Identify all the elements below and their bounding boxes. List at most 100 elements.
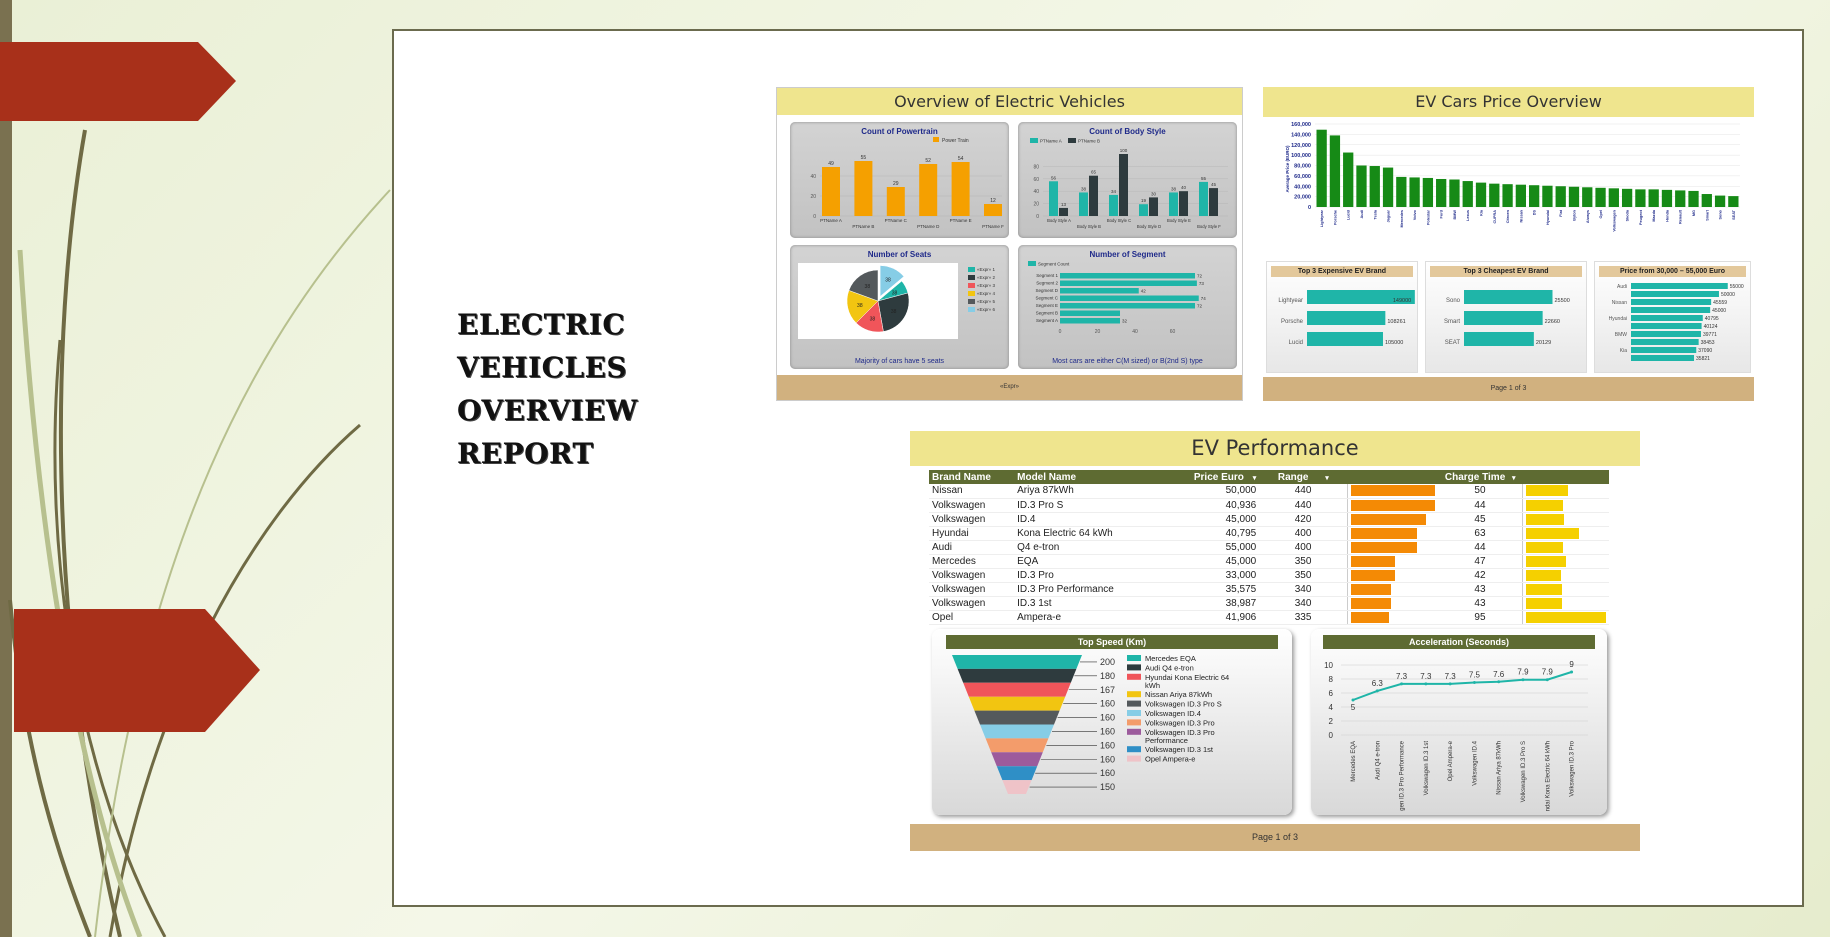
data-label: 7.3 (1445, 672, 1457, 681)
data-label: 72 (1197, 304, 1203, 309)
bar (1529, 185, 1540, 207)
col-header-model[interactable]: Model Name (1014, 470, 1171, 484)
range-bar (1350, 583, 1391, 595)
bar (984, 204, 1002, 216)
bar-series-b (1209, 188, 1218, 216)
x-tick-label: Citroen (1506, 209, 1510, 223)
data-label: 7.9 (1542, 668, 1554, 677)
data-label: 38453 (1701, 340, 1715, 346)
y-tick-label: Segment C (1035, 296, 1058, 301)
col-header-brand[interactable]: Brand Name (929, 470, 1015, 484)
cell-range: 440 (1259, 484, 1348, 499)
data-label: 160 (1100, 740, 1115, 750)
range-bar (1350, 513, 1427, 525)
data-point (1375, 689, 1379, 693)
x-tick-label: Renault (1679, 209, 1683, 224)
bar (886, 187, 905, 216)
legend-label: Mercedes EQA (1145, 654, 1196, 663)
y-tick-label: BMW (1615, 332, 1628, 338)
bar (1060, 280, 1197, 286)
data-label: 73 (1199, 281, 1205, 286)
report-title-line: REPORT (457, 437, 594, 470)
data-label: 7.3 (1420, 672, 1432, 681)
cell-charge: 50 (1437, 484, 1523, 499)
data-label: 180 (1100, 671, 1115, 681)
y-tick-label: 60 (1033, 177, 1039, 183)
funnel-segment (996, 766, 1038, 781)
bar (1542, 185, 1553, 207)
cell-charge-bar (1521, 526, 1609, 541)
midrange-chart: Audi 55000 50000 Nissan 45559 45000 Hyundai 407… (1609, 283, 1744, 362)
legend-label: «Expr» 2 (977, 275, 996, 280)
data-label: 25500 (1555, 298, 1570, 304)
cell-charge-bar (1521, 568, 1609, 583)
bar (1631, 339, 1699, 345)
x-tick-label: Porsche (1333, 210, 1337, 225)
x-tick-label: Fiat (1559, 209, 1563, 216)
cell-range-bar (1346, 610, 1438, 625)
cell-charge-bar (1521, 498, 1609, 513)
segment-caption: Most cars are either C(M sized) or B(2nd… (1052, 358, 1203, 365)
grass-stroke (17, 249, 143, 937)
legend-label: PTName B (1078, 139, 1100, 144)
bar (1661, 189, 1673, 207)
data-label: 40 (1181, 185, 1187, 190)
bar-series-a (1169, 192, 1178, 216)
data-label: 38 (870, 317, 876, 323)
funnel-segment (991, 752, 1043, 767)
data-label: 42 (1141, 289, 1147, 294)
y-tick-label: 40,000 (1294, 184, 1311, 190)
col-header-charge[interactable]: Charge Time ▾ (1437, 470, 1523, 484)
charge-bar (1525, 541, 1563, 553)
filter-icon[interactable]: ▾ (1512, 474, 1516, 482)
bar (1409, 177, 1420, 207)
cell-range: 340 (1259, 596, 1348, 611)
bar (1631, 355, 1695, 361)
x-tick-label: Byton (1572, 209, 1576, 220)
data-label: 37090 (1698, 348, 1712, 354)
bar (1436, 178, 1447, 207)
data-label: 38 (1081, 186, 1087, 191)
filter-icon[interactable]: ▾ (1325, 474, 1329, 482)
bar (1631, 331, 1701, 337)
series-line (1352, 671, 1572, 701)
y-tick-label: SEAT (1445, 340, 1461, 346)
x-tick-label: Mazda (1652, 209, 1656, 221)
cell-brand: Opel (929, 610, 1015, 625)
cell-price: 40,795 (1170, 526, 1260, 541)
data-label: 55 (1201, 176, 1207, 181)
data-label: 30 (1151, 191, 1157, 196)
y-tick-label: 20,000 (1294, 195, 1311, 201)
y-tick-label: Sono (1446, 298, 1461, 304)
data-point (1351, 698, 1355, 702)
cell-brand: Audi (929, 540, 1015, 555)
col-header-range[interactable]: Range ▾ (1259, 470, 1348, 484)
funnel-segment (963, 682, 1071, 697)
cell-range-bar (1346, 554, 1438, 569)
y-axis-label: Average Price (EURO) (1285, 145, 1290, 193)
cell-price: 45,000 (1170, 512, 1260, 527)
data-label: 160 (1100, 699, 1115, 709)
data-label: 7.6 (1493, 670, 1505, 679)
bar (1475, 182, 1487, 207)
cell-range: 340 (1259, 582, 1348, 597)
charge-bar (1525, 485, 1569, 497)
y-tick-label: 120,000 (1291, 143, 1311, 149)
pie-slice (877, 292, 910, 332)
bar (1675, 190, 1686, 207)
data-point (1545, 678, 1549, 682)
bar (1316, 129, 1327, 207)
data-point (1570, 670, 1574, 674)
col-header-price[interactable]: Price Euro ▾ (1170, 470, 1260, 484)
y-tick-label: 80,000 (1294, 164, 1311, 170)
legend-swatch (1127, 728, 1141, 735)
cell-brand: Volkswagen (929, 582, 1015, 597)
x-tick-label: Volkswagen ID.3 Pro S (1521, 741, 1527, 802)
x-tick-label: PTName F (982, 224, 1004, 229)
cell-charge: 63 (1437, 526, 1523, 541)
cell-model: ID.4 (1014, 512, 1171, 527)
grass-stroke (58, 129, 122, 937)
filter-icon[interactable]: ▾ (1252, 474, 1257, 482)
table-row: Volkswagen ID.4 45,000 420 45 (929, 512, 1609, 527)
table-row: Volkswagen ID.3 Pro Performance 35,575 340 4… (929, 582, 1609, 597)
